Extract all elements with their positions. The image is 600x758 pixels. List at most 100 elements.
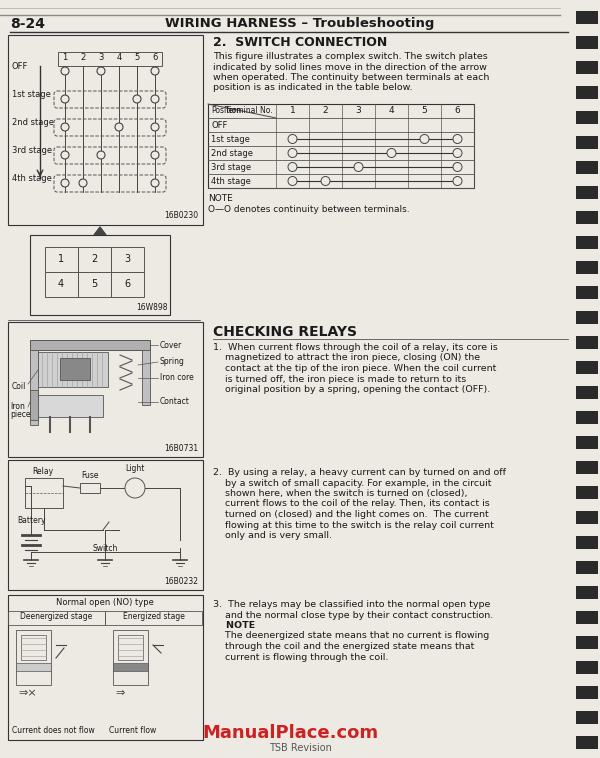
Bar: [576, 111, 598, 124]
Text: turned on (closed) and the light comes on.  The current: turned on (closed) and the light comes o…: [213, 510, 489, 519]
Text: This figure illustrates a complex switch. The switch plates: This figure illustrates a complex switch…: [213, 52, 488, 61]
Bar: [576, 586, 598, 599]
Text: current flows to the coil of the relay. Then, its contact is: current flows to the coil of the relay. …: [213, 500, 490, 509]
Bar: [576, 486, 598, 499]
Text: Energized stage: Energized stage: [123, 612, 185, 621]
Bar: [576, 36, 598, 49]
Bar: [30, 390, 38, 420]
Text: Contact: Contact: [160, 397, 190, 406]
Text: 3rd stage: 3rd stage: [211, 162, 251, 171]
Text: 4: 4: [116, 53, 122, 62]
Bar: [576, 211, 598, 224]
Text: CHECKING RELAYS: CHECKING RELAYS: [213, 325, 357, 339]
Text: 16B0232: 16B0232: [164, 577, 198, 586]
Circle shape: [420, 134, 429, 143]
Text: 4th stage: 4th stage: [211, 177, 251, 186]
Bar: [576, 186, 598, 199]
Text: 3: 3: [124, 254, 130, 264]
Circle shape: [151, 67, 159, 75]
Text: 2: 2: [80, 53, 86, 62]
Bar: [80, 483, 100, 493]
Circle shape: [151, 151, 159, 159]
Text: Light: Light: [125, 464, 145, 473]
Circle shape: [133, 95, 141, 103]
Text: ⇒: ⇒: [115, 688, 124, 698]
Bar: [576, 636, 598, 649]
Text: 2nd stage: 2nd stage: [211, 149, 253, 158]
Polygon shape: [94, 227, 106, 235]
Text: 2: 2: [91, 254, 97, 264]
Bar: [111, 247, 144, 272]
Bar: [576, 661, 598, 674]
Text: 5: 5: [134, 53, 140, 62]
Bar: [118, 635, 143, 660]
Bar: [111, 272, 144, 297]
Text: and the normal close type by their contact construction.: and the normal close type by their conta…: [213, 610, 493, 619]
Bar: [45, 247, 78, 272]
Text: Normal open (NO) type: Normal open (NO) type: [56, 598, 154, 607]
Bar: [576, 736, 598, 749]
Circle shape: [115, 123, 123, 131]
Circle shape: [97, 151, 105, 159]
Bar: [576, 361, 598, 374]
Text: 6: 6: [455, 106, 460, 115]
Circle shape: [453, 162, 462, 171]
Text: OFF: OFF: [211, 121, 227, 130]
Bar: [576, 511, 598, 524]
Bar: [25, 478, 63, 508]
Text: Coil: Coil: [12, 382, 26, 391]
Text: current is flowing through the coil.: current is flowing through the coil.: [213, 653, 388, 662]
Circle shape: [288, 149, 297, 158]
Bar: [576, 136, 598, 149]
Text: NOTE: NOTE: [208, 194, 233, 203]
Bar: [16, 663, 51, 671]
Bar: [576, 561, 598, 574]
Text: 3.  The relays may be classified into the normal open type: 3. The relays may be classified into the…: [213, 600, 490, 609]
Bar: [576, 411, 598, 424]
Bar: [8, 460, 203, 590]
Bar: [105, 611, 202, 625]
Text: 1: 1: [290, 106, 295, 115]
Bar: [30, 340, 150, 350]
Text: 1st stage: 1st stage: [211, 134, 250, 143]
Text: through the coil and the energized state means that: through the coil and the energized state…: [213, 642, 475, 651]
Text: ⇒×: ⇒×: [18, 688, 37, 698]
Text: when operated. The continuity between terminals at each: when operated. The continuity between te…: [213, 73, 490, 82]
Circle shape: [151, 123, 159, 131]
Text: 2.  By using a relay, a heavy current can by turned on and off: 2. By using a relay, a heavy current can…: [213, 468, 506, 477]
Text: 16B0731: 16B0731: [164, 444, 198, 453]
Bar: [113, 663, 148, 671]
Bar: [208, 104, 474, 188]
Circle shape: [354, 162, 363, 171]
Circle shape: [288, 177, 297, 186]
Bar: [30, 350, 38, 425]
Circle shape: [453, 149, 462, 158]
Bar: [576, 86, 598, 99]
Text: 3: 3: [98, 53, 104, 62]
Bar: [576, 436, 598, 449]
Text: 2.  SWITCH CONNECTION: 2. SWITCH CONNECTION: [213, 36, 387, 49]
Text: Current does not flow: Current does not flow: [12, 726, 95, 735]
Text: ManualPlace.com: ManualPlace.com: [202, 724, 378, 742]
Text: Position: Position: [211, 106, 241, 115]
Bar: [113, 630, 148, 685]
Bar: [78, 272, 111, 297]
Bar: [8, 35, 203, 225]
Text: Deenergized stage: Deenergized stage: [20, 612, 92, 621]
Text: shown here, when the switch is turned on (closed),: shown here, when the switch is turned on…: [213, 489, 467, 498]
Bar: [576, 61, 598, 74]
Bar: [60, 358, 90, 380]
Text: contact at the tip of the iron piece. When the coil current: contact at the tip of the iron piece. Wh…: [213, 364, 496, 373]
Circle shape: [61, 151, 69, 159]
Circle shape: [387, 149, 396, 158]
Bar: [58, 52, 162, 66]
Bar: [576, 611, 598, 624]
Bar: [576, 386, 598, 399]
Text: Iron: Iron: [10, 402, 25, 411]
Text: flowing at this time to the switch is the relay coil current: flowing at this time to the switch is th…: [213, 521, 494, 530]
Bar: [8, 322, 203, 457]
Bar: [576, 536, 598, 549]
Circle shape: [288, 162, 297, 171]
Text: original position by a spring, opening the contact (OFF).: original position by a spring, opening t…: [213, 385, 490, 394]
Text: 1: 1: [58, 254, 64, 264]
